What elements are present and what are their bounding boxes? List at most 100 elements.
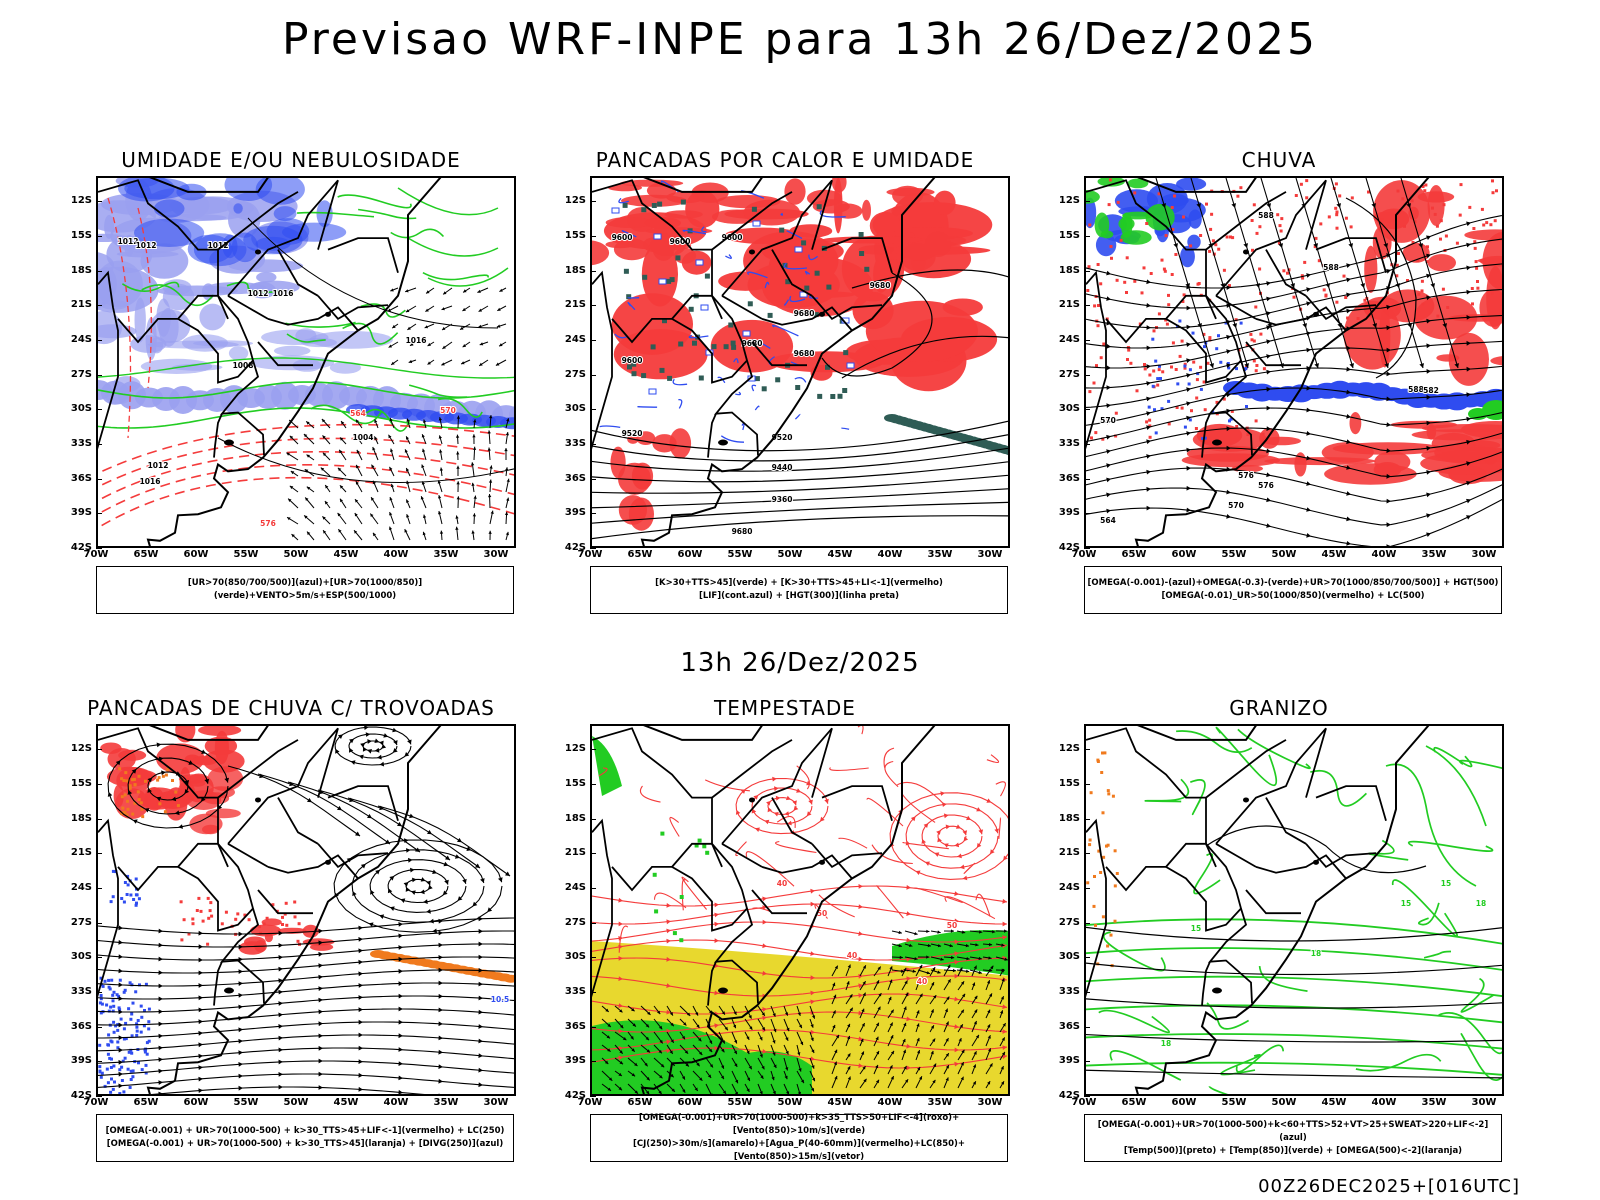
lon-tick-label: 50W [283,1097,309,1108]
border [277,249,319,297]
lat-tick-label: 12S [564,743,586,755]
lat-tick-label: 18S [70,264,92,276]
lon-tick-label: 45W [827,1097,853,1108]
lat-tick-label: 42S [1058,542,1080,553]
svg-text:588: 588 [1323,263,1339,272]
border [611,318,672,344]
border [1265,797,1307,845]
lon-tick-label: 30W [1471,1097,1497,1108]
lon-tick-label: 60W [677,1097,703,1108]
lat-tick-label: 27S [1058,368,1080,380]
lon-tick-label: 45W [333,549,359,560]
lat-tick-label: 33S [564,986,586,998]
border [98,727,229,868]
lat-tick-label: 39S [70,1055,92,1067]
border [267,306,359,332]
coastline [640,726,936,1094]
lon-tick-label: 30W [1471,549,1497,560]
svg-text:15: 15 [1191,924,1201,933]
map-plot: 9600 9600 9600 9680 9680 9680 9680 9600 9520 9520… [592,178,1008,546]
run-timestamp: 00Z26DEC2025+[016UTC] [1258,1176,1520,1197]
svg-text:1016: 1016 [140,477,161,486]
lon-tick-label: 30W [977,549,1003,560]
lat-tick-label: 27S [70,368,92,380]
lat-tick-label: 42S [70,542,92,553]
lon-tick-label: 65W [627,549,653,560]
lon-tick-label: 35W [927,549,953,560]
svg-text:1004: 1004 [353,433,374,442]
lon-tick-label: 40W [383,549,409,560]
lon-tick-label: 55W [1221,549,1247,560]
panel-title: UMIDADE E/OU NEBULOSIDADE [121,148,461,172]
border [611,866,672,892]
border [1086,270,1107,450]
svg-text:9600: 9600 [622,356,643,365]
lat-tick-label: 30S [564,951,586,963]
svg-text:564: 564 [350,409,366,418]
border [711,739,793,799]
border [1165,842,1242,932]
border [1205,191,1287,251]
svg-text:9360: 9360 [772,495,793,504]
border [811,295,883,321]
lat-tick-label: 30S [564,403,586,415]
border [277,797,319,845]
lat-tick-label: 12S [70,195,92,207]
panel-umidade: UMIDADE E/OU NEBULOSIDADE 1012 1012 1012 101… [56,148,526,618]
border [1315,237,1387,273]
lat-tick-label: 15S [564,778,586,790]
border [227,295,269,320]
border [213,413,223,458]
svg-text:9440: 9440 [772,463,793,472]
lat-tick-label: 36S [70,472,92,484]
border [711,191,793,251]
lat-tick-label: 36S [564,472,586,484]
border [671,842,748,932]
lon-tick-label: 70W [83,1097,109,1108]
legend-caption: [OMEGA(-0.001)+UR>70(1000-500)+k>35_TTS>… [590,1113,1008,1162]
panel-tempestade: TEMPESTADE 40 50 40 50 40 12S 15S 18S 21S 24S 27S 30… [550,696,1020,1166]
lon-tick-label: 45W [1321,1097,1347,1108]
border [1255,306,1347,332]
svg-text:50: 50 [947,921,957,930]
lat-tick-label: 18S [564,812,586,824]
lat-tick-label: 15S [70,778,92,790]
panel-title: GRANIZO [1229,696,1329,720]
border [1105,866,1166,892]
lon-tick-label: 65W [1121,1097,1147,1108]
svg-text:588: 588 [1408,385,1424,394]
lat-tick-label: 15S [70,230,92,242]
border [751,341,807,367]
map-frame: 9600 9600 9600 9680 9680 9680 9680 9600 9520 9520… [590,176,1010,548]
svg-text:10.5: 10.5 [491,995,510,1004]
border [1265,249,1307,297]
lat-tick-label: 33S [564,438,586,450]
svg-text:9520: 9520 [622,429,643,438]
border [761,854,853,880]
border [1255,854,1347,880]
border [177,842,254,932]
border [821,237,893,273]
lat-tick-label: 42S [564,542,586,553]
border [327,237,399,273]
legend-caption-line: [K>30+TTS>45](verde) + [K>30+TTS>45+LI<-… [655,578,943,588]
lat-tick-label: 21S [70,847,92,859]
lon-tick-label: 40W [877,1097,903,1108]
border [217,739,299,799]
lon-tick-label: 50W [283,549,309,560]
border [1201,961,1211,1006]
legend-caption: [OMEGA(-0.001)-(azul)+OMEGA(-0.3)-(verde… [1084,566,1502,614]
border [721,727,833,845]
panel-title: CHUVA [1241,148,1317,172]
lon-tick-label: 30W [977,1097,1003,1108]
svg-text:18: 18 [1476,899,1486,908]
lon-tick-label: 35W [1421,1097,1447,1108]
svg-text:40: 40 [777,879,787,888]
lat-tick-label: 42S [70,1090,92,1101]
svg-text:570: 570 [1228,501,1244,510]
border [721,179,833,297]
lat-tick-label: 30S [1058,951,1080,963]
border [707,961,717,1006]
border [98,818,119,998]
lon-tick-label: 70W [577,1097,603,1108]
